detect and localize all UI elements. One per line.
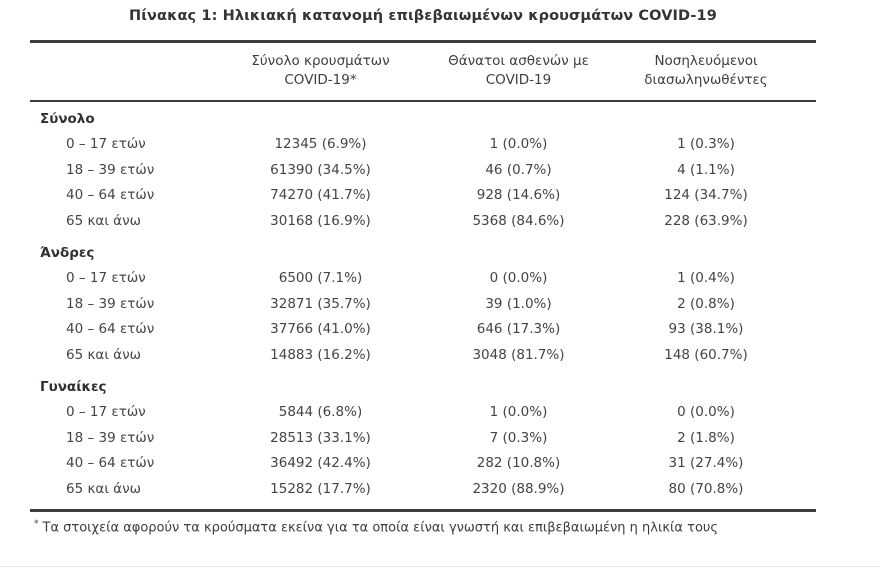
age-label: 65 και άνω	[66, 346, 141, 363]
intubated-value: 148 (60.7%)	[664, 346, 748, 363]
deaths-value: 282 (10.8%)	[476, 455, 561, 471]
intubated-value: 1 (0.3%)	[677, 136, 735, 152]
table-row: 18 – 39 ετών 28513 (33.1%) 7 (0.3%) 2 (1…	[30, 426, 816, 452]
column-header-cases: Σύνολο κρουσμάτων COVID-19*	[200, 52, 441, 90]
deaths-value: 46 (0.7%)	[485, 161, 552, 178]
age-label: 65 και άνω	[66, 212, 141, 229]
table-row: 65 και άνω 14883 (16.2%) 3048 (81.7%) 14…	[30, 343, 816, 369]
column-header-empty	[30, 52, 200, 90]
table-row: 0 – 17 ετών 12345 (6.9%) 1 (0.0%) 1 (0.3…	[30, 132, 816, 158]
deaths-value: 39 (1.0%)	[485, 295, 552, 312]
age-label: 65 και άνω	[66, 480, 141, 497]
column-header-line: COVID-19*	[284, 72, 357, 88]
table-row: 0 – 17 ετών 6500 (7.1%) 0 (0.0%) 1 (0.4%…	[30, 266, 816, 292]
page-bottom-divider	[0, 566, 880, 567]
table-body: Σύνολο 0 – 17 ετών 12345 (6.9%) 1 (0.0%)…	[30, 102, 816, 509]
column-header-deaths: Θάνατοι ασθενών με COVID-19	[441, 52, 596, 90]
table-row: 18 – 39 ετών 61390 (34.5%) 46 (0.7%) 4 (…	[30, 158, 816, 184]
table-row: 65 και άνω 15282 (17.7%) 2320 (88.9%) 80…	[30, 477, 816, 503]
age-label: 40 – 64 ετών	[66, 455, 155, 471]
intubated-value: 228 (63.9%)	[664, 212, 748, 229]
data-table: Σύνολο κρουσμάτων COVID-19* Θάνατοι ασθε…	[30, 40, 816, 512]
page-title: Πίνακας 1: Ηλικιακή κατανομή επιβεβαιωμέ…	[129, 8, 717, 24]
age-label: 0 – 17 ετών	[66, 404, 146, 420]
age-label: 40 – 64 ετών	[66, 321, 155, 337]
cases-value: 32871 (35.7%)	[270, 295, 371, 312]
intubated-value: 0 (0.0%)	[677, 404, 735, 420]
cases-value: 12345 (6.9%)	[274, 136, 367, 152]
table-header-row: Σύνολο κρουσμάτων COVID-19* Θάνατοι ασθε…	[30, 43, 816, 102]
footnote-text: Τα στοιχεία αφορούν τα κρούσματα εκείνα …	[42, 520, 719, 536]
deaths-value: 5368 (84.6%)	[472, 212, 565, 229]
table-row: 0 – 17 ετών 5844 (6.8%) 1 (0.0%) 0 (0.0%…	[30, 400, 816, 426]
column-header-intubated: Νοσηλευόμενοι διασωληνωθέντες	[596, 52, 816, 90]
table-row: 65 και άνω 30168 (16.9%) 5368 (84.6%) 22…	[30, 209, 816, 235]
deaths-value: 7 (0.3%)	[489, 429, 548, 446]
section-header-women: Γυναίκες	[40, 379, 107, 395]
cases-value: 74270 (41.7%)	[270, 187, 371, 203]
cases-value: 61390 (34.5%)	[270, 161, 371, 178]
column-header-line: Νοσηλευόμενοι	[654, 53, 758, 69]
table-row: 40 – 64 ετών 36492 (42.4%) 282 (10.8%) 3…	[30, 451, 816, 477]
intubated-value: 80 (70.8%)	[668, 480, 744, 497]
intubated-value: 2 (1.8%)	[677, 429, 735, 446]
age-label: 40 – 64 ετών	[66, 187, 155, 203]
cases-value: 28513 (33.1%)	[270, 429, 371, 446]
deaths-value: 646 (17.3%)	[476, 321, 561, 337]
intubated-value: 4 (1.1%)	[677, 161, 735, 178]
table-row: 40 – 64 ετών 74270 (41.7%) 928 (14.6%) 1…	[30, 183, 816, 209]
deaths-value: 1 (0.0%)	[489, 404, 548, 420]
footnote: * Τα στοιχεία αφορούν τα κρούσματα εκείνα…	[34, 519, 880, 535]
footnote-marker: *	[34, 519, 39, 529]
cases-value: 37766 (41.0%)	[270, 321, 371, 337]
deaths-value: 3048 (81.7%)	[472, 346, 565, 363]
cases-value: 6500 (7.1%)	[278, 270, 363, 286]
age-label: 18 – 39 ετών	[66, 161, 155, 178]
age-label: 0 – 17 ετών	[66, 136, 146, 152]
column-header-line: COVID-19	[485, 72, 552, 88]
deaths-value: 0 (0.0%)	[489, 270, 548, 286]
cases-value: 30168 (16.9%)	[270, 212, 371, 229]
intubated-value: 31 (27.4%)	[668, 455, 744, 471]
intubated-value: 2 (0.8%)	[677, 295, 735, 312]
table-row: 18 – 39 ετών 32871 (35.7%) 39 (1.0%) 2 (…	[30, 292, 816, 318]
column-header-line: Θάνατοι ασθενών με	[448, 53, 589, 69]
cases-value: 36492 (42.4%)	[270, 455, 371, 471]
deaths-value: 1 (0.0%)	[489, 136, 548, 152]
section-header-total: Σύνολο	[40, 111, 95, 127]
section-header-men: Άνδρες	[40, 245, 95, 261]
deaths-value: 2320 (88.9%)	[472, 480, 565, 497]
intubated-value: 93 (38.1%)	[668, 321, 744, 337]
cases-value: 5844 (6.8%)	[278, 404, 363, 420]
cases-value: 15282 (17.7%)	[270, 480, 371, 497]
column-header-line: Σύνολο κρουσμάτων	[251, 53, 390, 69]
table-row: 40 – 64 ετών 37766 (41.0%) 646 (17.3%) 9…	[30, 317, 816, 343]
age-label: 0 – 17 ετών	[66, 270, 146, 286]
intubated-value: 124 (34.7%)	[664, 187, 748, 203]
column-header-line: διασωληνωθέντες	[644, 72, 768, 88]
intubated-value: 1 (0.4%)	[677, 270, 735, 286]
deaths-value: 928 (14.6%)	[476, 187, 561, 203]
cases-value: 14883 (16.2%)	[270, 346, 371, 363]
age-label: 18 – 39 ετών	[66, 429, 155, 446]
age-label: 18 – 39 ετών	[66, 295, 155, 312]
